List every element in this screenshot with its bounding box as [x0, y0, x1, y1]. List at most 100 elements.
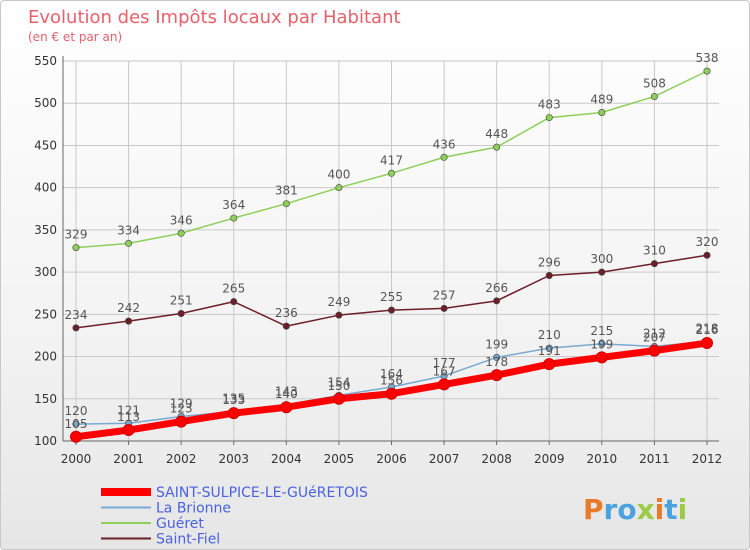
y-tick-label: 550: [34, 54, 57, 68]
data-label: 346: [170, 213, 193, 227]
data-point: [493, 143, 501, 151]
data-point: [125, 239, 133, 247]
chart-title: Evolution des Impôts locaux par Habitant: [28, 7, 401, 28]
y-tick-label: 400: [34, 181, 57, 195]
data-point: [650, 92, 658, 100]
x-tick-label: 2005: [324, 452, 355, 466]
data-label: 216: [696, 323, 719, 337]
data-label: 265: [222, 282, 245, 296]
data-point: [280, 401, 293, 414]
data-label: 207: [643, 331, 666, 345]
data-point: [282, 322, 290, 330]
data-label: 334: [117, 223, 140, 237]
data-point: [703, 67, 711, 75]
data-point: [490, 369, 503, 382]
data-point: [335, 311, 343, 319]
proxiti-logo: Proxiti: [583, 493, 687, 526]
x-tick-label: 2011: [639, 452, 670, 466]
data-point: [175, 415, 188, 428]
data-point: [703, 251, 711, 259]
data-point: [438, 378, 451, 391]
data-label: 400: [327, 168, 350, 182]
y-tick-label: 100: [34, 434, 57, 448]
data-label: 329: [65, 228, 88, 242]
x-tick-label: 2000: [61, 452, 92, 466]
data-label: 538: [696, 51, 719, 65]
data-point: [125, 317, 133, 325]
data-label: 199: [590, 337, 613, 351]
data-point: [648, 344, 661, 357]
y-tick-label: 150: [34, 392, 57, 406]
data-label: 251: [170, 293, 193, 307]
y-tick-label: 200: [34, 350, 57, 364]
data-label: 113: [117, 410, 140, 424]
data-label: 249: [327, 295, 350, 309]
data-label: 178: [485, 355, 508, 369]
x-tick-label: 2004: [271, 452, 302, 466]
data-point: [493, 353, 501, 361]
data-point: [177, 309, 185, 317]
data-label: 255: [380, 290, 403, 304]
data-label: 177: [433, 356, 456, 370]
data-point: [440, 153, 448, 161]
data-point: [387, 169, 395, 177]
data-label: 105: [65, 417, 88, 431]
data-point: [701, 337, 713, 350]
data-label: 199: [485, 337, 508, 351]
data-label: 218: [696, 321, 719, 335]
data-label: 210: [538, 328, 561, 342]
data-point: [335, 184, 343, 192]
data-point: [493, 297, 501, 305]
legend-label: Saint-Fiel: [156, 532, 220, 548]
data-label: 296: [538, 255, 561, 269]
data-label: 120: [65, 404, 88, 418]
data-point: [230, 214, 238, 222]
data-point: [177, 229, 185, 237]
data-point: [385, 387, 398, 400]
data-label: 508: [643, 76, 666, 90]
data-label: 489: [590, 93, 613, 107]
data-label: 436: [433, 137, 456, 151]
axes: 100 150 200 250 300 350 400 450 500 550 2000 2001 20…: [34, 54, 722, 466]
data-point: [332, 392, 345, 405]
data-label: 133: [222, 393, 245, 407]
data-label: 143: [275, 385, 298, 399]
data-label: 123: [170, 402, 193, 416]
x-tick-label: 2001: [113, 452, 144, 466]
data-point: [545, 271, 553, 279]
data-label: 483: [538, 98, 561, 112]
data-label: 156: [380, 374, 403, 388]
data-label: 140: [275, 387, 298, 401]
data-point: [543, 358, 556, 371]
x-tick-label: 2003: [218, 452, 249, 466]
data-label: 364: [222, 198, 245, 212]
data-label: 236: [275, 306, 298, 320]
legend-label: Guéret: [156, 516, 204, 532]
series: [70, 67, 713, 443]
y-tick-label: 350: [34, 223, 57, 237]
data-label: 167: [433, 364, 456, 378]
data-point: [440, 304, 448, 312]
data-label: 212: [643, 326, 666, 340]
data-label: 257: [433, 288, 456, 302]
y-tick-label: 250: [34, 307, 57, 321]
data-label: 154: [327, 375, 350, 389]
data-label: 121: [117, 403, 140, 417]
data-label: 234: [65, 308, 88, 322]
legend-label: SAINT-SULPICE-LE-GUéRETOIS: [156, 485, 368, 501]
data-label: 300: [590, 252, 613, 266]
data-point: [545, 114, 553, 122]
data-label: 129: [170, 397, 193, 411]
data-point: [282, 200, 290, 208]
data-labels: 234 242 251 265 236 249 255 257 266 296 300 310 320 3…: [65, 51, 719, 431]
legend-label: La Brionne: [156, 501, 231, 517]
y-tick-label: 300: [34, 265, 57, 279]
grid: [63, 60, 719, 442]
y-tick-label: 450: [34, 138, 57, 152]
data-label: 381: [275, 184, 298, 198]
data-point: [227, 407, 240, 420]
x-tick-label: 2007: [429, 452, 460, 466]
